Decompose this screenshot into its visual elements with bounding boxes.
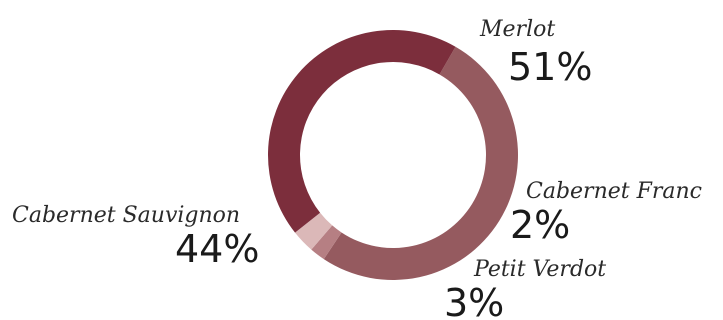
slice-cabernet-franc [311, 225, 342, 260]
slice-percent-merlot: 51% [508, 45, 592, 89]
slice-percent-petit-verdot: 3% [444, 281, 504, 320]
slice-cabernet-sauvignon [268, 29, 456, 233]
slice-merlot [323, 46, 518, 280]
slice-label-cabernet-franc: Cabernet Franc [526, 179, 702, 204]
slice-percent-cabernet-sauvignon: 44% [175, 227, 259, 271]
slice-label-cabernet-sauvignon: Cabernet Sauvignon [12, 203, 240, 228]
slice-petit-verdot [295, 212, 333, 250]
slice-label-petit-verdot: Petit Verdot [473, 257, 606, 282]
slice-label-merlot: Merlot [479, 17, 555, 42]
slice-percent-cabernet-franc: 2% [510, 203, 570, 247]
donut-slices [268, 29, 518, 280]
